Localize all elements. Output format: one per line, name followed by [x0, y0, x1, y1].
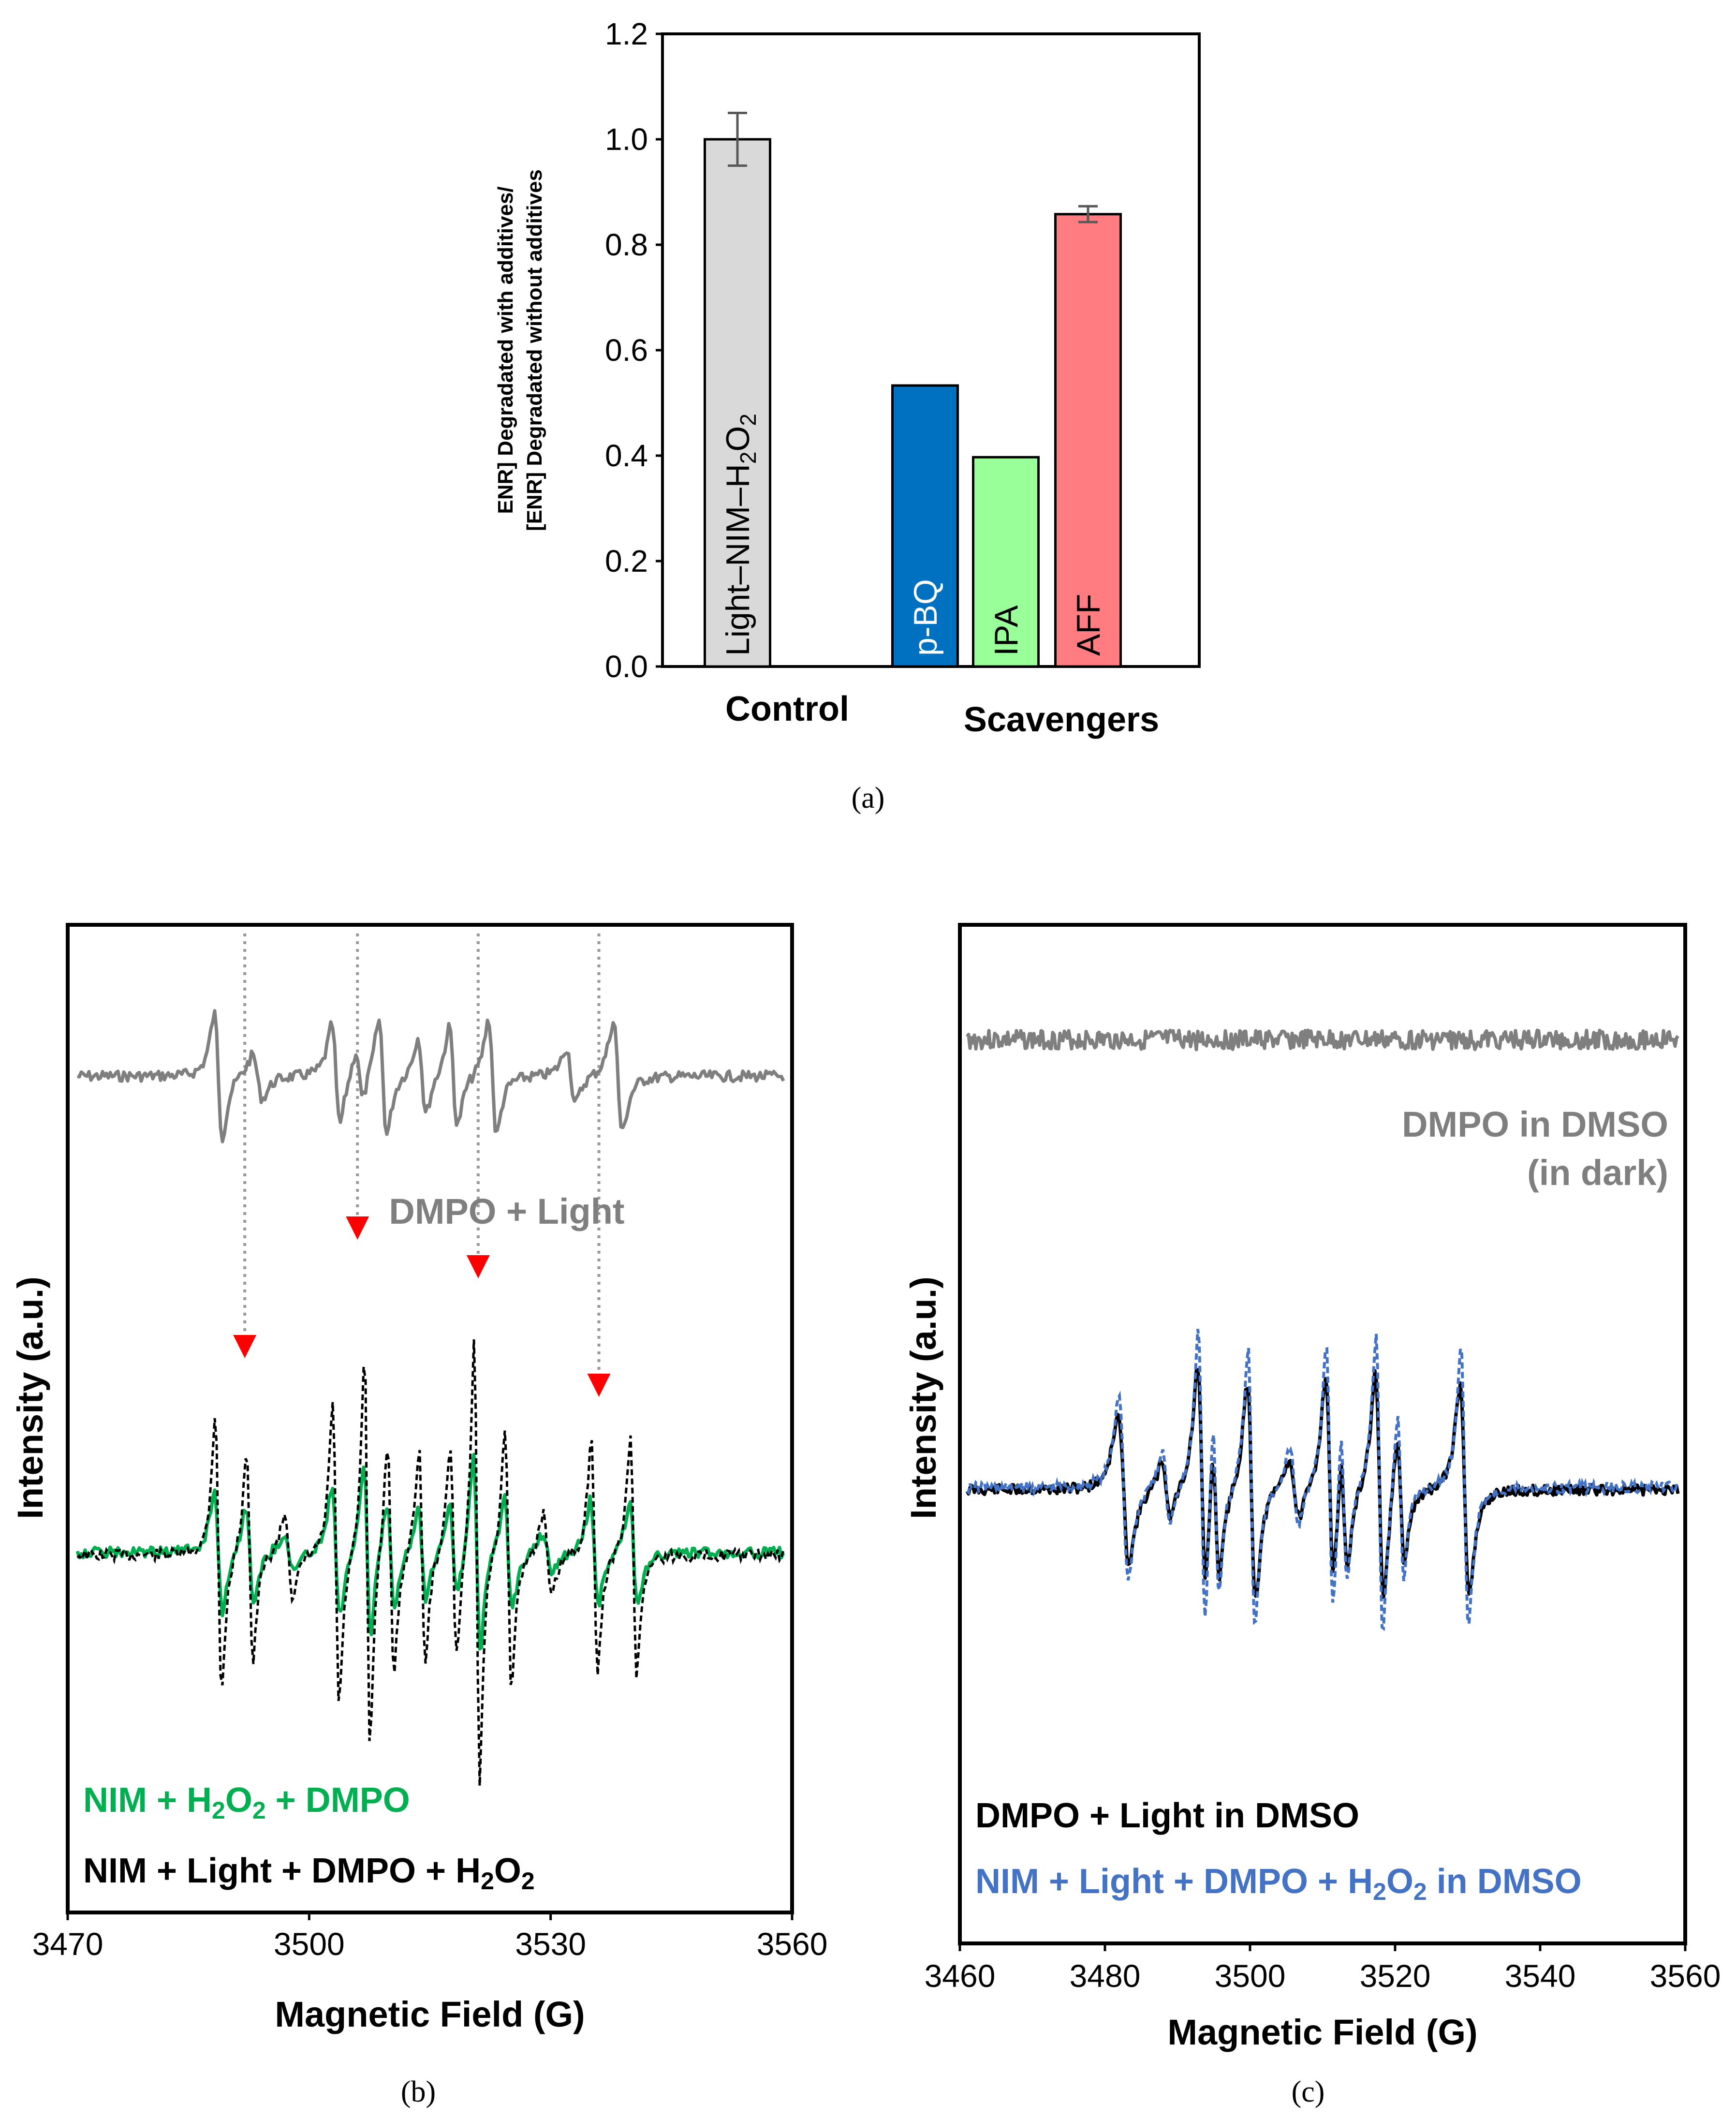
panel-c-ylabel: Intensity (a.u.): [903, 1276, 943, 1519]
panel-c-x-tick-label: 3480: [1070, 1958, 1141, 1994]
panel-c-legend-dark-line1: DMPO in DMSO: [1402, 1104, 1668, 1144]
panel-b-x-tick-label: 3500: [274, 1926, 345, 1962]
panel-a-y-tick-label: 1.2: [605, 16, 648, 51]
panel-c-legend-black: DMPO + Light in DMSO: [975, 1796, 1359, 1835]
panel-a-group-control: Control: [725, 690, 849, 728]
panel-b-arrows: [233, 1216, 611, 1397]
panel-c-caption: (c): [1292, 2075, 1325, 2108]
panel-a-y-tick-label: 0.6: [605, 333, 648, 368]
panel-a-bar: [1054, 213, 1122, 668]
panel-b-arrow: [233, 1335, 257, 1358]
panel-a-bars: Light–NIM–H2O2 p-BQ IPA AFF: [704, 112, 1122, 668]
panel-b-caption: (b): [401, 2075, 436, 2108]
panel-a-group-scavengers: Scavengers: [964, 700, 1159, 739]
panel-c-xlabel: Magnetic Field (G): [1167, 2012, 1477, 2052]
panel-b-arrow: [466, 1255, 490, 1278]
panel-b-arrow: [587, 1374, 611, 1397]
panel-a-y-tick-label: 1.0: [605, 122, 648, 157]
panel-c: 3460 3480 3500 3520 3540 3560 DMPO in DMSO (i…: [903, 923, 1721, 2108]
panel-b-series-nim-light-dmpo-h2o2: [76, 1339, 785, 1786]
panel-b-ylabel: Intensity (a.u.): [10, 1276, 50, 1519]
panel-c-legend-blue: NIM + Light + DMPO + H2O2 in DMSO: [975, 1862, 1582, 1905]
panel-a-y-tick-label: 0.2: [605, 544, 648, 578]
panel-c-x-tick-label: 3520: [1360, 1958, 1431, 1994]
panel-b-xlabel: Magnetic Field (G): [275, 1994, 585, 2034]
panel-a-bar-label: IPA: [988, 605, 1025, 656]
panel-b-x-tick-label: 3530: [515, 1926, 586, 1962]
panel-a-bar: [704, 138, 771, 668]
panel-a-bar-label: Light–NIM–H2O2: [720, 414, 761, 656]
panel-c-plot-frame: [958, 923, 1687, 1945]
panel-b-guide-lines: [243, 934, 601, 1374]
panel-b-series-dmpo-light: [76, 1009, 785, 1143]
panel-a-bar: [891, 384, 959, 668]
panel-c-x-tick-label: 3540: [1505, 1958, 1576, 1994]
panel-b-legend-dmpo-light: DMPO + Light: [389, 1191, 624, 1231]
panel-a-y-ticks: 0.0 0.2 0.4 0.6 0.8 1.0 1.2: [605, 16, 662, 684]
panel-a-caption: (a): [852, 782, 885, 815]
panel-c-series-dmpo-dark: [966, 1028, 1679, 1052]
panel-c-x-tick-label: 3460: [925, 1958, 996, 1994]
panel-c-x-tick-label: 3500: [1215, 1958, 1286, 1994]
panel-a-ylabel-line2: [ENR] Degradated without additives: [523, 169, 546, 531]
panel-c-x-ticks: 3460 3480 3500 3520 3540 3560: [925, 1943, 1721, 1994]
panel-b-legend-green: NIM + H2O2 + DMPO: [83, 1781, 410, 1824]
panel-a-y-tick-label: 0.0: [605, 649, 648, 684]
panel-b-plot-frame: [66, 923, 794, 1914]
panel-c-x-tick-label: 3560: [1650, 1958, 1721, 1994]
panel-a-bar-label: AFF: [1070, 594, 1107, 656]
panel-a-bar: [972, 456, 1040, 668]
panel-b-x-tick-label: 3560: [757, 1926, 828, 1962]
panel-b-x-ticks: 3470 3500 3530 3560: [32, 1912, 828, 1962]
panel-c-legend-dark-line2: (in dark): [1527, 1153, 1668, 1193]
panel-a-bar-label: p-BQ: [907, 579, 944, 656]
panel-b-arrow: [346, 1216, 369, 1240]
panel-a-y-tick-label: 0.8: [605, 227, 648, 262]
panel-c-series-nim-light-dmpo-h2o2: [966, 1329, 1679, 1631]
panel-b-x-tick-label: 3470: [32, 1926, 103, 1962]
panel-a-y-tick-label: 0.4: [605, 438, 648, 473]
panel-a: 0.0 0.2 0.4 0.6 0.8 1.0 1.2 Light–NIM–H2O2 p-BQ…: [494, 16, 1201, 815]
panel-a-ylabel-line1: ENR] Degradated with additives/: [494, 186, 517, 514]
panel-b-legend-black: NIM + Light + DMPO + H2O2: [83, 1852, 535, 1895]
panel-b: 3470 3500 3530 3560 DMPO + Light NIM + H2O2…: [10, 923, 828, 2108]
